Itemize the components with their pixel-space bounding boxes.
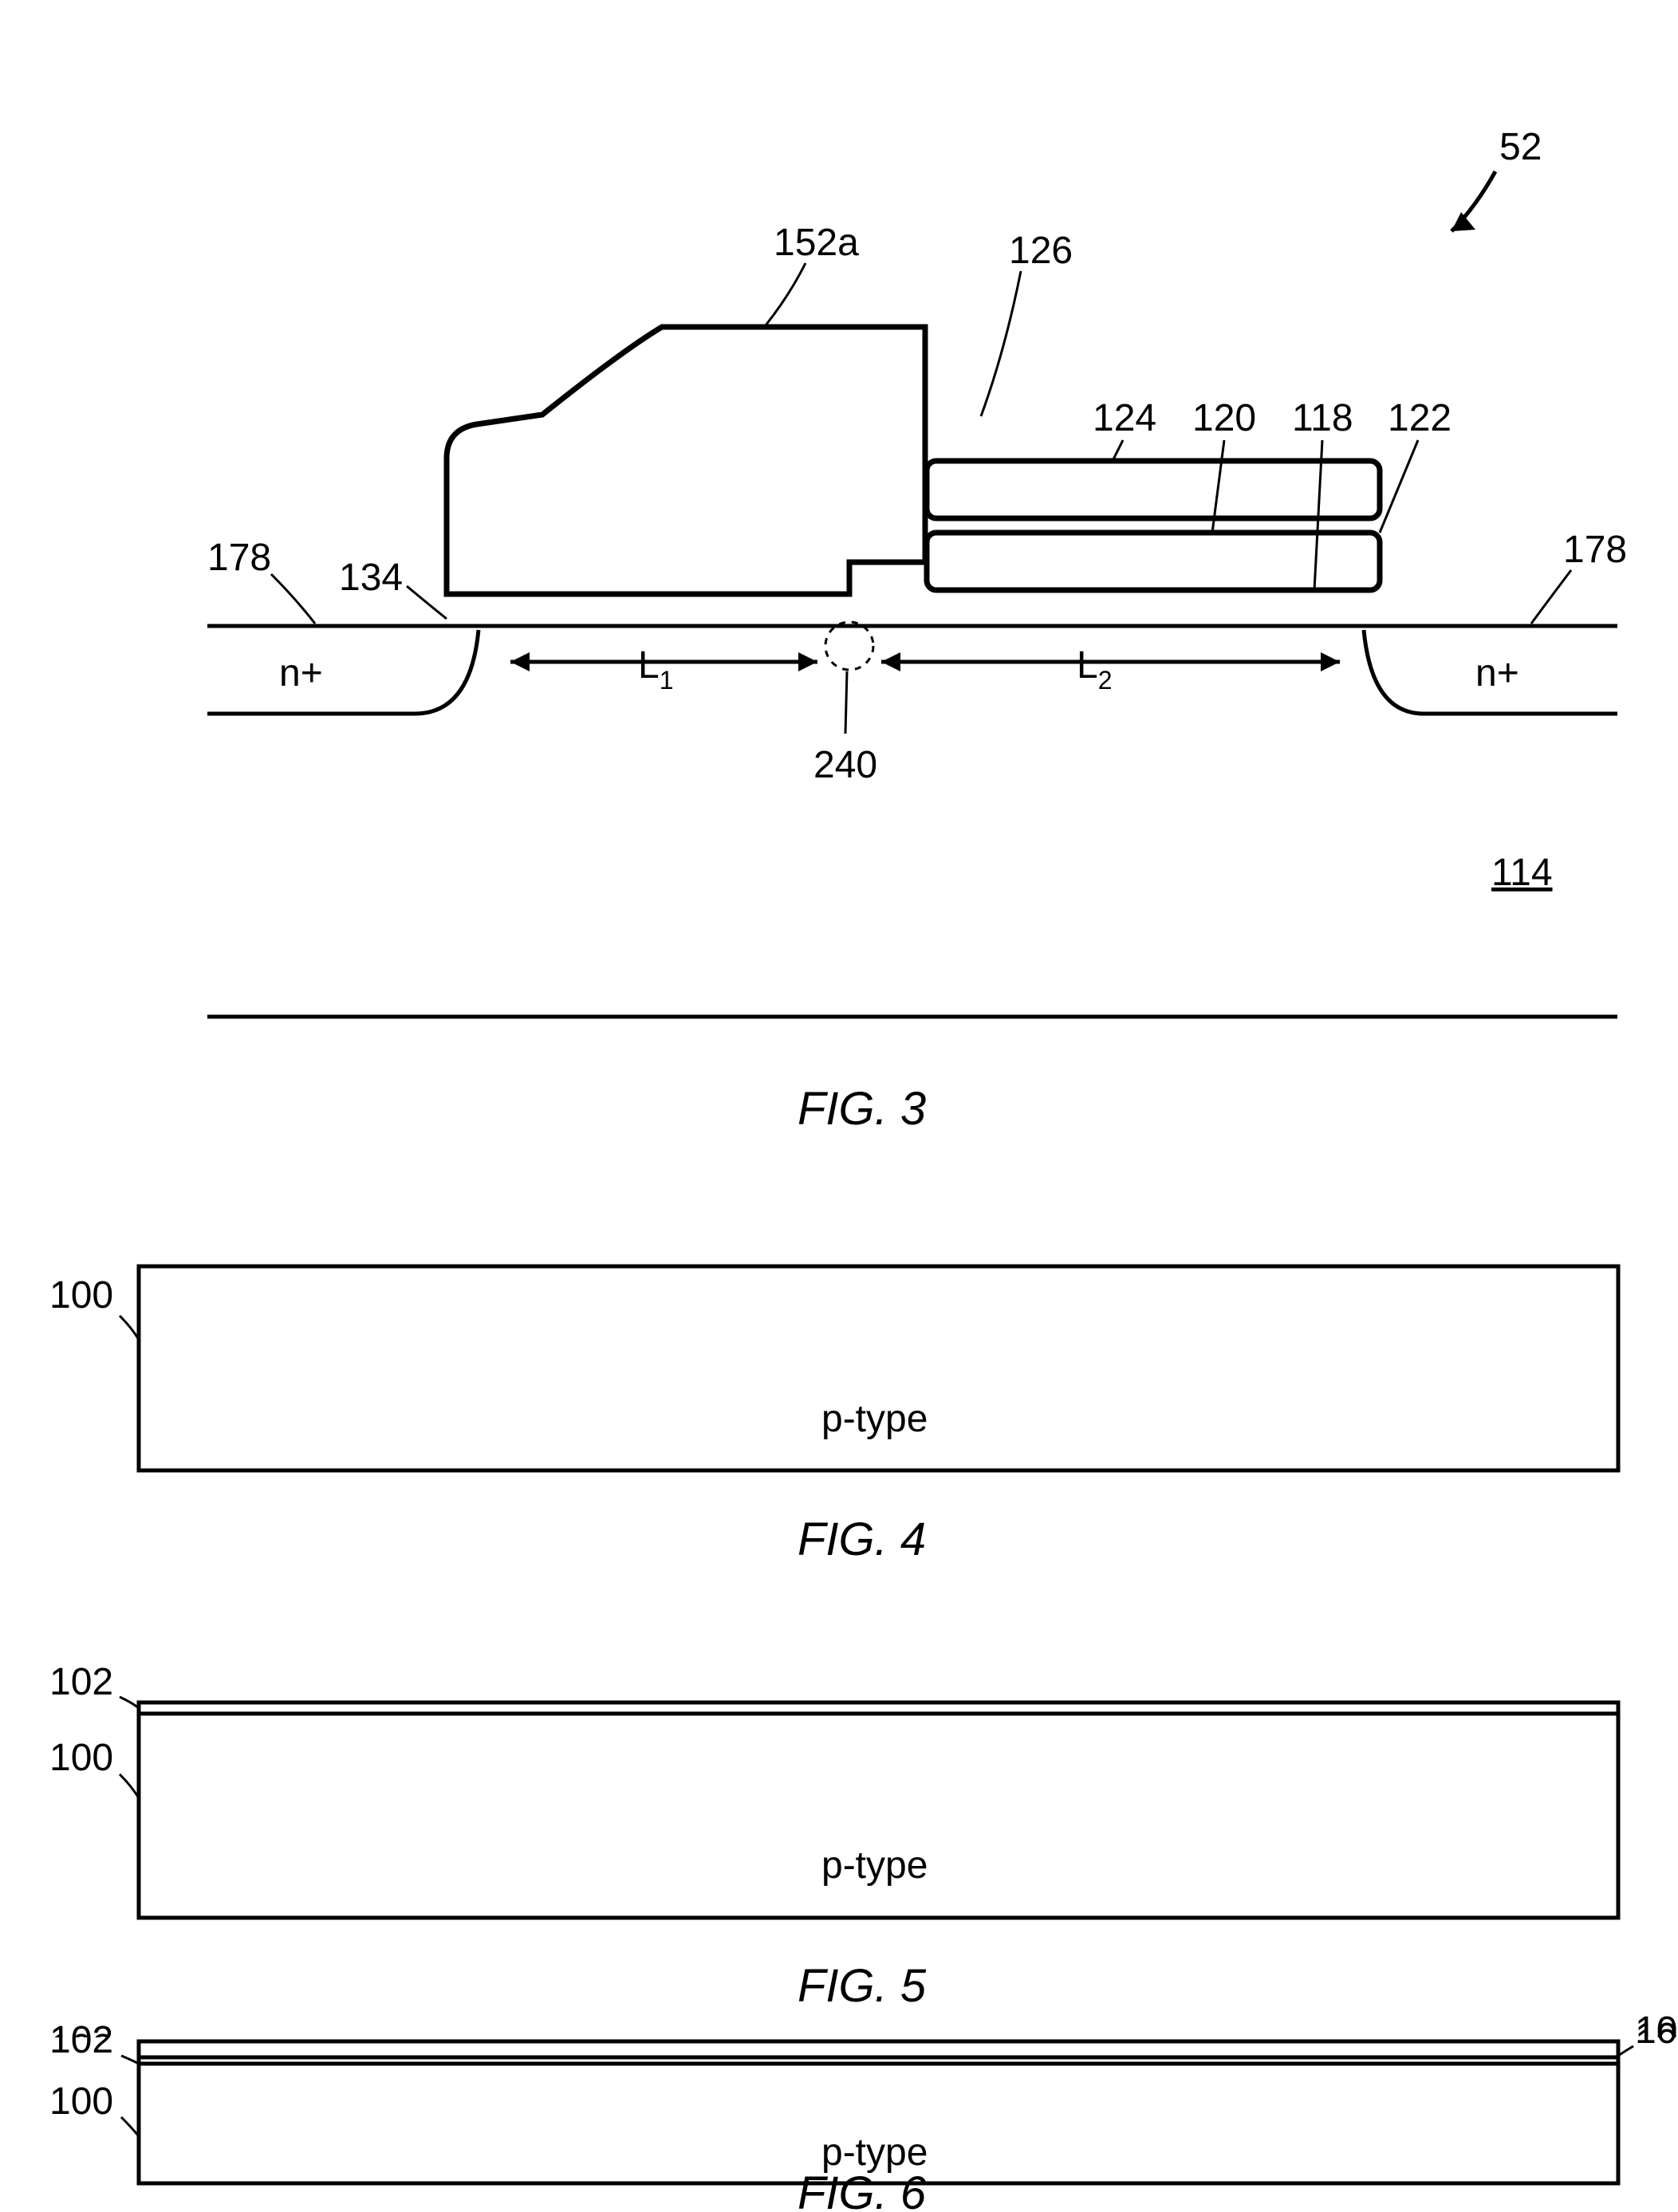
d-fig6-100: 100	[49, 2080, 113, 2123]
ref-118-label: 118	[1292, 397, 1353, 439]
d-fig6-104: 104	[1635, 2009, 1678, 2052]
fig5-ref100-leader	[120, 1774, 139, 1798]
d-fig6-caption: FIG. 6	[798, 2167, 927, 2212]
fig4-ref100-label: 100	[49, 1274, 113, 1317]
fig4-region: p-type	[821, 1398, 928, 1440]
fig5-ref102-leader	[120, 1697, 139, 1708]
ref-52-label: 52	[1499, 126, 1542, 168]
fig3: 52 152a 126 124 120 118 122 n+ n+	[207, 126, 1627, 1135]
fig6-definitive: p-type 102 100 104 FIG. 6	[0, 2009, 1678, 2212]
fig5-ref100-label: 100	[49, 1737, 113, 1779]
ref-240-leader	[845, 671, 847, 734]
ref-114-label: 114	[1491, 852, 1553, 894]
trap-240	[825, 622, 873, 670]
select-gate	[447, 327, 925, 594]
fig3-caption: FIG. 3	[798, 1083, 926, 1135]
ref-52-arrow	[1452, 171, 1495, 231]
ref-152a-leader	[766, 263, 806, 325]
ref-240-label: 240	[813, 744, 877, 786]
dim-L2-label: L2	[1077, 644, 1113, 695]
ref-124-leader	[1113, 440, 1123, 461]
ref-124-label: 124	[1093, 397, 1156, 439]
fig4-ref100-leader	[120, 1316, 139, 1340]
fig5-caption: FIG. 5	[798, 1960, 927, 2012]
ref-178L-label: 178	[207, 537, 271, 579]
fig5-region: p-type	[821, 1844, 928, 1887]
layer-120	[927, 533, 1380, 590]
ref-134-leader	[407, 586, 447, 619]
fig4-caption: FIG. 4	[798, 1513, 926, 1565]
fig4: p-type 100 FIG. 4	[49, 1266, 1618, 1565]
ref-122-leader	[1380, 440, 1418, 533]
ref-120-label: 120	[1192, 397, 1256, 439]
ref-134-label: 134	[339, 557, 403, 599]
ref-122-label: 122	[1388, 397, 1452, 439]
dim-L1-label: L1	[638, 644, 674, 695]
fig5: p-type 102 100 FIG. 5	[49, 1661, 1618, 2012]
ref-178R-leader	[1531, 570, 1571, 624]
ref-152a-label: 152a	[774, 222, 859, 264]
fig5-ref102-label: 102	[49, 1661, 113, 1703]
nplus-right-label: n+	[1475, 652, 1519, 695]
ref-178R-label: 178	[1563, 529, 1627, 571]
fig5-substrate	[139, 1714, 1618, 1918]
nplus-left-label: n+	[279, 652, 323, 695]
d-fig6-102: 102	[49, 2019, 113, 2061]
ref-126-label: 126	[1009, 230, 1073, 272]
ref-126-leader	[981, 271, 1021, 416]
nplus-left-boundary	[207, 630, 479, 714]
ref-178L-leader	[271, 574, 315, 624]
layer-124	[927, 461, 1380, 518]
